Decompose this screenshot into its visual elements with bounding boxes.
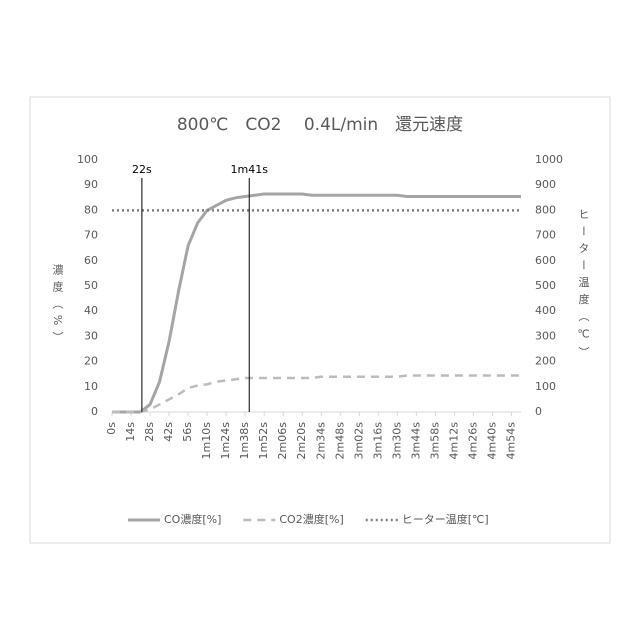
chart-frame [30,97,610,543]
x-tick-label: 28s [143,422,156,442]
legend-label: CO2濃度[%] [279,512,343,526]
y-tick-label: 70 [84,229,98,242]
y-tick-label: 30 [84,329,98,342]
x-tick-label: 2m48s [333,422,346,460]
x-tick-label: 0s [105,422,118,435]
y2-tick-label: 600 [535,254,556,267]
y2-tick-label: 500 [535,279,556,292]
chart-title: 800℃ CO2 0.4L/min 還元速度 [177,115,463,135]
x-tick-label: 4m12s [447,422,460,460]
legend-label: CO濃度[%] [164,512,221,526]
y-axis-label: 濃度（%） [51,262,64,348]
x-tick-label: 14s [124,422,137,442]
page: 800℃ CO2 0.4L/min 還元速度 濃度（%） ヒーター温度（℃） 0… [0,0,640,644]
y2-axis-label: ヒーター温度（℃） [577,208,590,363]
y2-tick-label: 200 [535,355,556,368]
y2-tick-label: 0 [535,405,542,418]
x-tick-label: 2m06s [276,422,289,460]
chart: 800℃ CO2 0.4L/min 還元速度 濃度（%） ヒーター温度（℃） 0… [0,0,640,640]
y2-tick-label: 1000 [535,153,563,166]
y-tick-label: 20 [84,355,98,368]
x-tick-label: 42s [162,422,175,442]
x-tick-label: 3m30s [390,422,403,460]
x-tick-label: 3m02s [352,422,365,460]
x-tick-label: 1m52s [257,422,270,460]
y-tick-label: 10 [84,380,98,393]
x-tick-label: 3m44s [409,422,422,460]
x-tick-label: 4m54s [504,422,517,460]
y-tick-label: 40 [84,304,98,317]
legend-label: ヒーター温度[℃] [402,512,489,526]
x-tick-label: 4m26s [466,422,479,460]
x-tick-label: 2m34s [314,422,327,460]
x-tick-label: 1m10s [200,422,213,460]
y-tick-label: 80 [84,203,98,216]
y2-tick-label: 100 [535,380,556,393]
y-tick-label: 0 [91,405,98,418]
y-tick-label: 100 [77,153,98,166]
y2-tick-label: 900 [535,178,556,191]
x-tick-label: 2m20s [295,422,308,460]
x-tick-label: 3m58s [428,422,441,460]
y2-tick-label: 800 [535,203,556,216]
x-tick-label: 1m24s [219,422,232,460]
x-tick-label: 1m38s [238,422,251,460]
x-tick-label: 56s [181,422,194,442]
y2-tick-label: 300 [535,329,556,342]
y2-tick-label: 400 [535,304,556,317]
x-tick-label: 3m16s [371,422,384,460]
x-tick-label: 4m40s [485,422,498,460]
y-tick-label: 50 [84,279,98,292]
y2-tick-label: 700 [535,229,556,242]
y-tick-label: 60 [84,254,98,267]
y-tick-label: 90 [84,178,98,191]
annotation-label: 1m41s [231,163,269,176]
annotation-label: 22s [132,163,152,176]
